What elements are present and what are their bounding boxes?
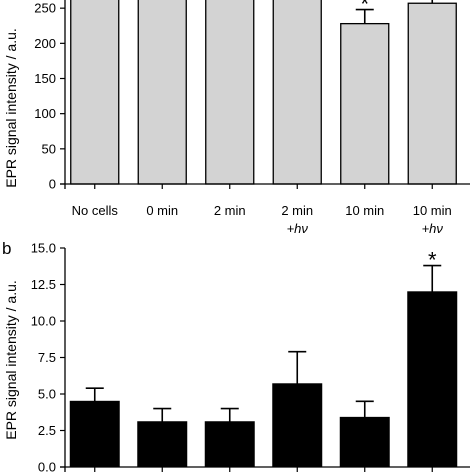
bar-b-5 <box>339 416 390 468</box>
y-tick-label-b-3: 7.5 <box>38 350 56 365</box>
y-tick-label-a-1: 50 <box>42 141 56 156</box>
y-axis-title-a: EPR signal intensity / a.u. <box>3 28 19 188</box>
y-tick-label-b-4: 10.0 <box>31 314 56 329</box>
bar-a-3 <box>205 0 255 185</box>
x-label-a-6: 10 min <box>413 203 452 218</box>
bar-b-2 <box>137 421 188 468</box>
bar-b-6 <box>407 291 458 468</box>
y-tick-label-a-0: 0 <box>49 177 56 192</box>
bar-b-1 <box>69 400 120 468</box>
x-sublabel-a-4: +hν <box>287 221 309 236</box>
bar-a-1 <box>70 0 120 185</box>
y-axis-title-b: EPR signal intensity / a.u. <box>3 280 19 440</box>
y-tick-label-a-5: 250 <box>34 1 56 16</box>
bar-a-6 <box>407 2 457 185</box>
significance-mark-a-5: * <box>360 0 369 17</box>
x-label-a-1: No cells <box>72 203 119 218</box>
x-label-a-2: 0 min <box>146 203 178 218</box>
x-sublabel-a-6: +hν <box>422 221 444 236</box>
significance-mark-b-6: * <box>428 248 437 273</box>
bar-a-4 <box>272 0 322 185</box>
bar-b-3 <box>204 421 255 468</box>
bar-b-4 <box>272 383 323 468</box>
bar-a-5 <box>340 22 390 185</box>
x-label-a-5: 10 min <box>345 203 384 218</box>
x-label-a-4: 2 min <box>281 203 313 218</box>
panel-label-b: b <box>2 239 11 258</box>
y-tick-label-a-3: 150 <box>34 71 56 86</box>
bar-a-2 <box>137 0 187 185</box>
y-tick-label-b-1: 2.5 <box>38 423 56 438</box>
y-tick-label-b-6: 15.0 <box>31 241 56 256</box>
y-tick-label-b-0: 0.0 <box>38 460 56 474</box>
y-tick-label-b-2: 5.0 <box>38 387 56 402</box>
y-tick-label-b-5: 12.5 <box>31 277 56 292</box>
y-tick-label-a-4: 200 <box>34 36 56 51</box>
x-label-a-3: 2 min <box>214 203 246 218</box>
y-tick-label-a-2: 100 <box>34 106 56 121</box>
panel-b-chart: * 0.0 2.5 5.0 7.5 10.0 12.5 15.0 EPR signal inte… <box>2 239 470 474</box>
